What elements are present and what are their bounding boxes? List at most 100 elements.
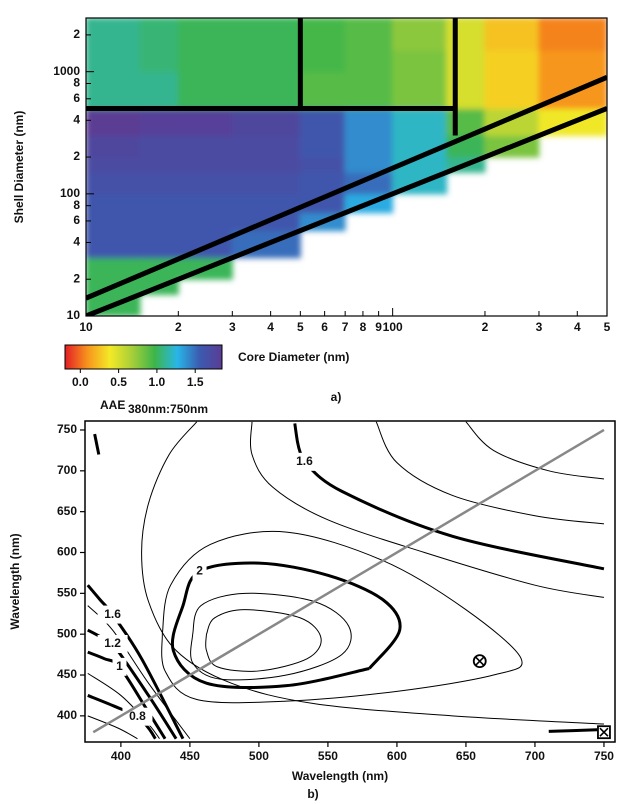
heatmap-cell <box>139 107 179 137</box>
marker-cross <box>475 656 485 666</box>
heatmap-cell <box>177 212 233 232</box>
heatmap-cell <box>446 49 486 73</box>
heatmap-cell <box>177 71 233 92</box>
heatmap-cell <box>299 90 346 109</box>
y-axis-title: Wavelength (nm) <box>8 533 22 629</box>
heatmap-cell <box>86 171 141 195</box>
heatmap-cell <box>392 90 448 109</box>
heatmap-cell <box>86 230 141 259</box>
y-tick-label: 6 <box>73 91 80 105</box>
x-tick-label: 700 <box>525 749 545 763</box>
contour-line <box>205 609 322 672</box>
colorbar-tick-label: 0.5 <box>110 375 127 389</box>
x-tick-label: 2 <box>175 320 182 334</box>
heatmap-cell <box>446 18 486 51</box>
heatmap-cell <box>299 18 346 51</box>
overlay-line <box>86 74 607 301</box>
heatmap-cell <box>177 18 233 51</box>
x-tick-label: 6 <box>321 320 328 334</box>
contour-label: 1 <box>116 659 123 673</box>
heatmap-cell <box>392 107 448 137</box>
heatmap-cell <box>231 135 301 158</box>
x-tick-label: 650 <box>456 749 476 763</box>
marker <box>472 654 487 669</box>
heatmap-cell <box>344 107 394 137</box>
heatmap-cell <box>538 18 607 51</box>
heatmap-cell <box>231 90 301 109</box>
x-tick-label: 5 <box>604 320 611 334</box>
reference-line <box>92 428 605 734</box>
y-tick-label: 4 <box>73 112 80 126</box>
heatmap-cell <box>177 193 233 214</box>
contour-label: 1.6 <box>296 454 313 468</box>
heatmap-cell <box>86 156 141 173</box>
y-tick-label: 400 <box>57 708 77 722</box>
x-tick-label: 550 <box>318 749 338 763</box>
heatmap-cell <box>177 156 233 173</box>
contour-line <box>375 421 605 525</box>
contours: 2 1.6 1.6 1.2 1 0.8 <box>86 421 605 740</box>
heatmap-cell <box>86 71 141 92</box>
y-tick-label: 10 <box>67 308 81 322</box>
contour-line <box>141 421 604 725</box>
contour-line <box>190 592 352 681</box>
marker <box>597 725 611 740</box>
x-tick-label: 3 <box>536 320 543 334</box>
y-tick-label: 8 <box>73 76 80 90</box>
x-tick-label: 4 <box>574 320 581 334</box>
x-tick-label: 100 <box>383 320 403 334</box>
heatmap-cell <box>299 135 346 158</box>
y-tick-label: 450 <box>57 667 77 681</box>
heatmap-cell <box>231 49 301 73</box>
colorbar-tick-label: 0.0 <box>72 375 89 389</box>
heatmap-cell <box>299 156 346 173</box>
heatmap-cell <box>392 18 448 51</box>
heatmap-cell <box>231 193 301 214</box>
x-axis-title: Wavelength (nm) <box>292 769 388 783</box>
y-tick-label: 2 <box>73 27 80 41</box>
heatmap-cell <box>177 135 233 158</box>
x-tick-label: 3 <box>229 320 236 334</box>
heatmap-cell <box>231 71 301 92</box>
heatmap-cell <box>299 171 346 195</box>
heatmap-cell <box>446 71 486 92</box>
overlay-line <box>86 106 607 316</box>
panel-caption: a) <box>331 390 342 404</box>
heatmap-cell <box>139 230 179 259</box>
colorbar-tick-label: 1.0 <box>149 375 166 389</box>
heatmap-cell <box>177 49 233 73</box>
heatmap-cell <box>139 193 179 214</box>
x-tick-label: 500 <box>249 749 269 763</box>
y-tick-label: 4 <box>73 235 80 249</box>
heatmap-cell <box>139 212 179 232</box>
heatmap-cell <box>344 90 394 109</box>
contour-label: 1.6 <box>104 607 121 621</box>
heatmap-cell <box>344 71 394 92</box>
heatmap-cell <box>86 90 141 109</box>
x-tick-label: 7 <box>342 320 349 334</box>
heatmap-cell <box>139 135 179 158</box>
y-tick-label: 550 <box>57 586 77 600</box>
contour-label-bg <box>289 452 320 471</box>
y-tick-label: 1000 <box>53 64 80 78</box>
heatmap-cell <box>86 18 141 51</box>
heatmap-cell <box>177 171 233 195</box>
heatmap-cell <box>86 193 141 214</box>
contour-label-bg <box>97 634 128 653</box>
heatmap-cell <box>538 90 607 109</box>
contour-label: 0.8 <box>129 709 146 723</box>
y-tick-label: 2 <box>73 271 80 285</box>
x-tick-label: 750 <box>594 749 614 763</box>
x-tick-label: 5 <box>297 320 304 334</box>
x-tick-label: 600 <box>387 749 407 763</box>
y-tick-label: 650 <box>57 504 77 518</box>
heatmap-cell <box>392 71 448 92</box>
heatmap-cell <box>139 90 179 109</box>
heatmap-cell <box>139 49 179 73</box>
heatmap-cell <box>231 171 301 195</box>
heatmap-cell <box>484 71 540 92</box>
heatmap-cell <box>231 18 301 51</box>
heatmap-cell <box>177 107 233 137</box>
x-axis-title: Core Diameter (nm) <box>238 350 349 364</box>
